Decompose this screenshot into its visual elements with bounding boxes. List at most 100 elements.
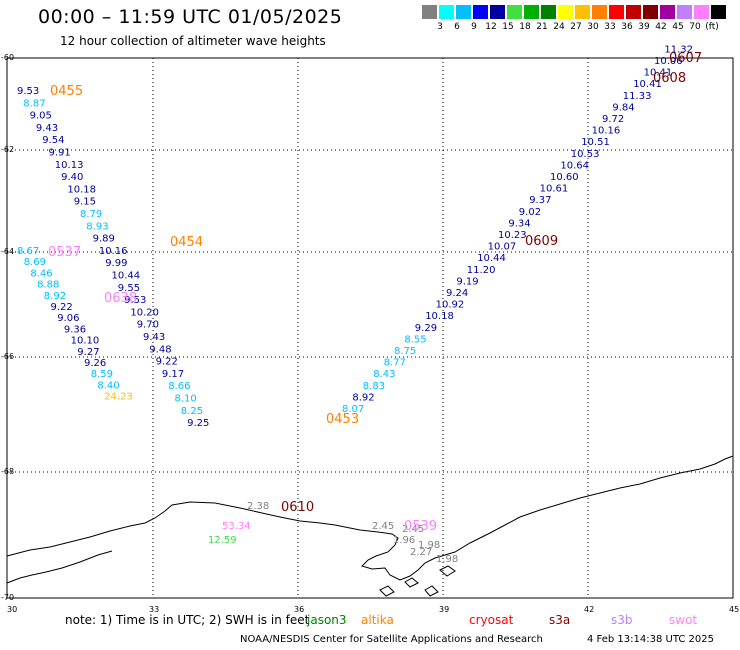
footer-note: note: 1) Time is in UTC; 2) SWH is in fe…: [65, 613, 310, 627]
map-frame: [6, 57, 734, 599]
pass-time-label: 0609: [525, 234, 558, 249]
color-scale-label: 15: [502, 22, 514, 32]
wave-height-label: 8.66: [168, 381, 190, 392]
color-swatch: [490, 5, 505, 19]
wave-height-label: 9.15: [74, 197, 96, 208]
color-swatch: [439, 5, 454, 19]
wave-height-label: 10.51: [581, 137, 610, 148]
color-scale-label: 33: [604, 22, 616, 32]
satellite-legend-item: swot: [669, 613, 698, 627]
page-subtitle: 12 hour collection of altimeter wave hei…: [60, 34, 326, 48]
wave-height-label: 10.18: [67, 184, 96, 195]
wave-height-label: 10.18: [425, 311, 454, 322]
pass-time-label: 0607: [669, 51, 702, 66]
color-swatch: [643, 5, 658, 19]
wave-height-label: 8.75: [394, 346, 416, 357]
wave-height-label: 10.44: [477, 253, 506, 264]
coastline-islands: [379, 565, 456, 597]
satellite-legend-item: altika: [361, 613, 394, 627]
wave-height-label: 1.96: [393, 535, 415, 546]
color-swatch: [507, 5, 522, 19]
color-scale-label: 39: [638, 22, 650, 32]
wave-height-label: 10.41: [633, 79, 662, 90]
wave-height-label: 8.77: [384, 358, 406, 369]
longitude-tick-label: 45: [729, 605, 739, 614]
wave-height-label: 10.16: [592, 126, 621, 137]
credit-text: NOAA/NESDIS Center for Satellite Applica…: [240, 634, 543, 645]
wave-height-label: 10.92: [436, 300, 465, 311]
color-swatch: [660, 5, 675, 19]
longitude-tick-label: 30: [7, 605, 17, 614]
wave-height-label: 9.70: [137, 320, 159, 331]
wave-height-label: 9.06: [57, 313, 79, 324]
color-scale-label: 9: [471, 22, 477, 32]
wave-height-label: 9.02: [519, 207, 541, 218]
wave-height-label: 11.33: [623, 91, 652, 102]
wave-height-label: 9.53: [17, 86, 39, 97]
wave-height-label: 8.87: [23, 98, 45, 109]
color-swatch: [456, 5, 471, 19]
color-swatch: [609, 5, 624, 19]
pass-time-label: 0537: [48, 245, 81, 260]
wave-height-label: 9.05: [30, 111, 52, 122]
wave-height-label: 9.22: [156, 357, 178, 368]
wave-height-label: 9.36: [64, 324, 86, 335]
wave-height-label: 53.34: [222, 521, 251, 532]
wave-height-label: 9.91: [49, 148, 71, 159]
color-scale-label: 6: [454, 22, 460, 32]
color-swatch: [524, 5, 539, 19]
wave-height-label: 10.53: [571, 149, 600, 160]
wave-height-label: 10.60: [550, 172, 579, 183]
wave-height-label: 11.32: [664, 44, 693, 55]
wave-height-label: 8.79: [80, 209, 102, 220]
wave-height-label: 9.25: [187, 418, 209, 429]
pass-time-label: 0608: [653, 71, 686, 86]
wave-height-label: 2.27: [410, 547, 432, 558]
wave-height-label: 9.43: [143, 332, 165, 343]
longitude-tick-label: 42: [584, 605, 594, 614]
satellite-legend-item: s3b: [611, 613, 633, 627]
wave-height-label: 9.29: [415, 323, 437, 334]
coastline: [6, 455, 734, 581]
color-scale-label: 18: [519, 22, 531, 32]
color-scale-label: 21: [536, 22, 548, 32]
wave-height-label: 8.92: [352, 392, 374, 403]
wave-height-label: 1.98: [418, 540, 440, 551]
wave-height-label: 10.23: [498, 230, 527, 241]
wave-height-label: 1.98: [436, 554, 458, 565]
wave-height-label: 8.43: [373, 369, 395, 380]
wave-height-label: 11.20: [467, 265, 496, 276]
wave-height-label: 9.48: [149, 344, 171, 355]
latitude-tick-label: -70: [1, 593, 14, 602]
wave-height-label: 9.89: [93, 234, 115, 245]
longitude-tick-label: 33: [149, 605, 159, 614]
wave-height-label: 8.67: [17, 246, 39, 257]
color-swatch: [711, 5, 726, 19]
wave-height-label: 8.46: [30, 268, 52, 279]
color-scale-label: 45: [672, 22, 684, 32]
wave-height-label: 24.23: [104, 392, 133, 403]
wave-height-label: 10.44: [112, 271, 141, 282]
wave-height-label: 8.10: [175, 394, 197, 405]
color-scale-label: 27: [570, 22, 582, 32]
color-swatch: [677, 5, 692, 19]
color-swatch: [473, 5, 488, 19]
wave-height-label: 8.55: [404, 334, 426, 345]
color-scale-label: 3: [437, 22, 443, 32]
pass-time-label: 0455: [50, 84, 83, 99]
latitude-tick-label: -62: [1, 145, 14, 154]
wave-height-label: 9.54: [42, 135, 64, 146]
wave-height-label: 8.25: [181, 406, 203, 417]
wave-height-label: 9.53: [124, 295, 146, 306]
color-swatch: [626, 5, 641, 19]
color-scale-label: 24: [553, 22, 565, 32]
color-swatch: [694, 5, 709, 19]
wave-height-label: 9.27: [77, 347, 99, 358]
wave-height-label: 9.55: [118, 283, 140, 294]
pass-time-label: 0539: [404, 519, 437, 534]
color-scale-label: 36: [621, 22, 633, 32]
page-title: 00:00 – 11:59 UTC 01/05/2025: [38, 6, 343, 28]
pass-time-label: 0638: [104, 291, 137, 306]
wave-height-label: 9.22: [51, 302, 73, 313]
